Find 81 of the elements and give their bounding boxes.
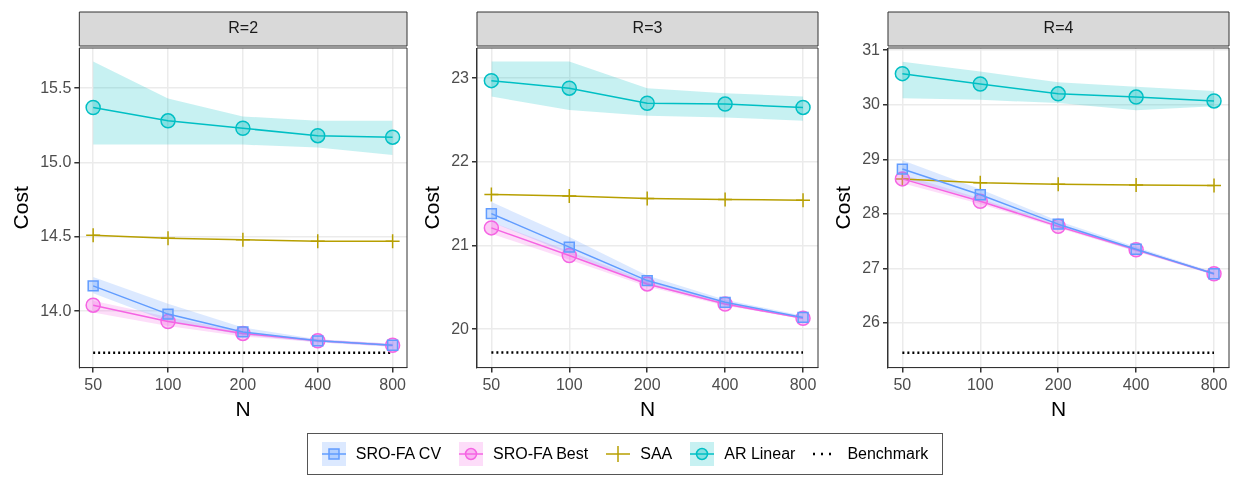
x-tick-label: 800 [1200, 375, 1228, 393]
point [483, 72, 500, 89]
point [1050, 176, 1066, 193]
point [483, 220, 500, 236]
y-tick-label: 22 [451, 152, 470, 170]
point [485, 207, 498, 220]
y-axis-title: Cost [420, 186, 444, 230]
x-tick-label: 400 [304, 375, 332, 393]
point [1052, 218, 1064, 230]
legend-label: Benchmark [847, 445, 929, 463]
y-tick-label: 30 [862, 95, 881, 113]
point [795, 99, 811, 116]
point [162, 308, 174, 320]
y-axis-title: Cost [9, 186, 33, 230]
point [310, 127, 326, 144]
point [235, 232, 251, 248]
y-tick-label: 28 [862, 204, 881, 222]
point [972, 174, 989, 191]
y-tick-label: 14.0 [40, 301, 72, 319]
point [235, 120, 251, 137]
x-tick-label: 200 [1044, 375, 1072, 393]
point [85, 99, 101, 116]
point [639, 95, 655, 111]
point [384, 233, 401, 249]
point [1206, 93, 1222, 109]
point [160, 113, 176, 129]
legend-label: SAA [640, 445, 673, 463]
x-axis-title: N [235, 397, 251, 421]
y-tick-label: 15.5 [40, 78, 72, 96]
point [1206, 177, 1222, 194]
y-tick-label: 31 [862, 40, 881, 58]
point [85, 227, 101, 244]
point [384, 129, 401, 145]
y-tick-label: 23 [451, 68, 470, 86]
point [1050, 86, 1066, 102]
y-tick-label: 26 [862, 313, 881, 331]
point [561, 188, 578, 204]
x-tick-label: 100 [154, 375, 182, 393]
point [87, 280, 99, 292]
chart-title: R=4 [1043, 19, 1074, 37]
point [563, 241, 575, 253]
point [310, 233, 326, 249]
y-tick-label: 20 [451, 319, 470, 337]
point [1128, 177, 1144, 193]
chart-title: R=2 [228, 19, 259, 37]
y-tick-label: 29 [862, 149, 881, 167]
point [717, 96, 733, 112]
x-tick-label: 200 [633, 375, 661, 393]
point [85, 297, 101, 313]
legend-label: AR Linear [724, 445, 796, 463]
legend-label: SRO-FA CV [355, 445, 442, 463]
x-tick-label: 200 [229, 375, 257, 393]
y-tick-label: 15.0 [40, 152, 72, 170]
x-tick-label: 400 [711, 375, 739, 393]
x-axis-title: N [639, 397, 656, 421]
x-axis-title: N [1050, 397, 1067, 421]
point [896, 163, 909, 175]
x-tick-label: 800 [789, 375, 817, 393]
point [894, 65, 911, 82]
y-tick-label: 21 [451, 235, 470, 253]
chart-title: R=3 [632, 19, 663, 37]
legend-label: SRO-FA Best [493, 445, 589, 463]
point [795, 192, 811, 209]
x-tick-label: 50 [893, 375, 912, 393]
y-axis-title: Cost [831, 186, 855, 230]
point [483, 186, 500, 203]
y-tick-label: 14.5 [40, 227, 72, 245]
x-tick-label: 100 [555, 375, 583, 393]
point [717, 191, 733, 208]
x-tick-label: 800 [379, 375, 407, 393]
point [160, 230, 176, 247]
x-tick-label: 50 [84, 375, 103, 393]
y-tick-label: 27 [862, 258, 881, 276]
point [639, 190, 655, 207]
x-tick-label: 50 [482, 375, 501, 393]
point [561, 80, 578, 96]
point [972, 76, 989, 92]
x-tick-label: 400 [1122, 375, 1150, 393]
x-tick-label: 100 [966, 375, 994, 393]
point [641, 274, 653, 287]
point [1128, 89, 1144, 105]
